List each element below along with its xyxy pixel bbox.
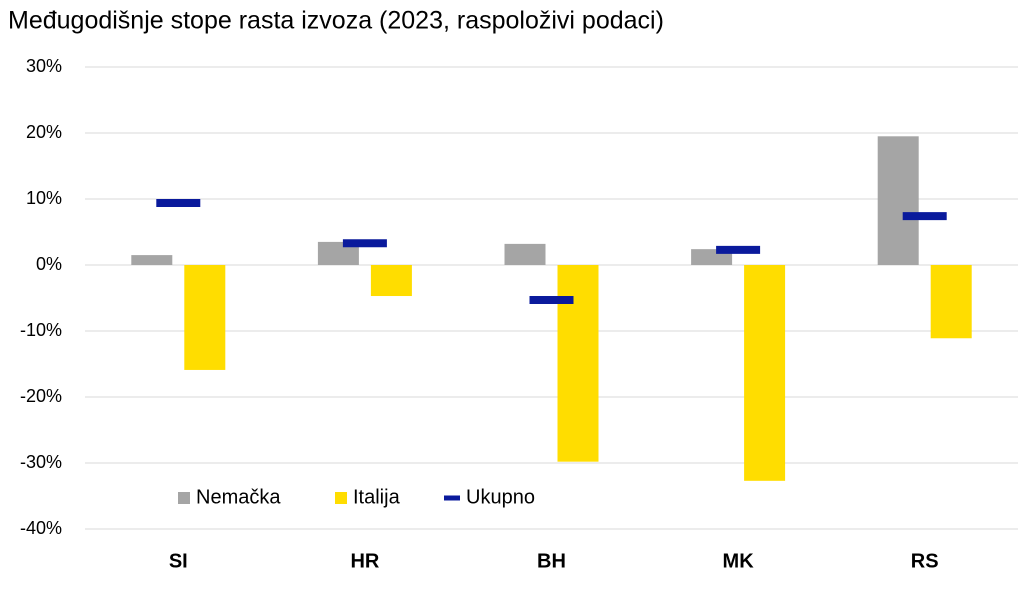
chart-title: Međugodišnje stope rasta izvoza (2023, r… (8, 7, 664, 35)
bar (744, 265, 786, 481)
bar (877, 136, 919, 265)
bar (930, 265, 972, 339)
x-tick-label: HR (350, 550, 379, 572)
bar (557, 265, 599, 462)
legend-label: Nemačka (196, 486, 281, 508)
legend-swatch (335, 492, 347, 504)
bar (317, 241, 359, 265)
y-tick-label: -40% (20, 518, 62, 538)
y-tick-label: 0% (36, 254, 62, 274)
y-tick-label: 10% (26, 188, 62, 208)
y-tick-label: -30% (20, 452, 62, 472)
bar (131, 255, 173, 265)
y-tick-label: 20% (26, 122, 62, 142)
x-tick-label: MK (723, 550, 755, 572)
bar (370, 265, 412, 297)
x-tick-label: BH (537, 550, 566, 572)
y-tick-label: -20% (20, 386, 62, 406)
y-tick-label: 30% (26, 56, 62, 76)
x-tick-label: SI (169, 550, 188, 572)
legend-label: Italija (353, 486, 401, 508)
bar (504, 243, 546, 265)
y-tick-label: -10% (20, 320, 62, 340)
legend-swatch (178, 492, 190, 504)
bar (184, 265, 226, 370)
legend-label: Ukupno (466, 486, 535, 508)
x-tick-label: RS (911, 550, 939, 572)
